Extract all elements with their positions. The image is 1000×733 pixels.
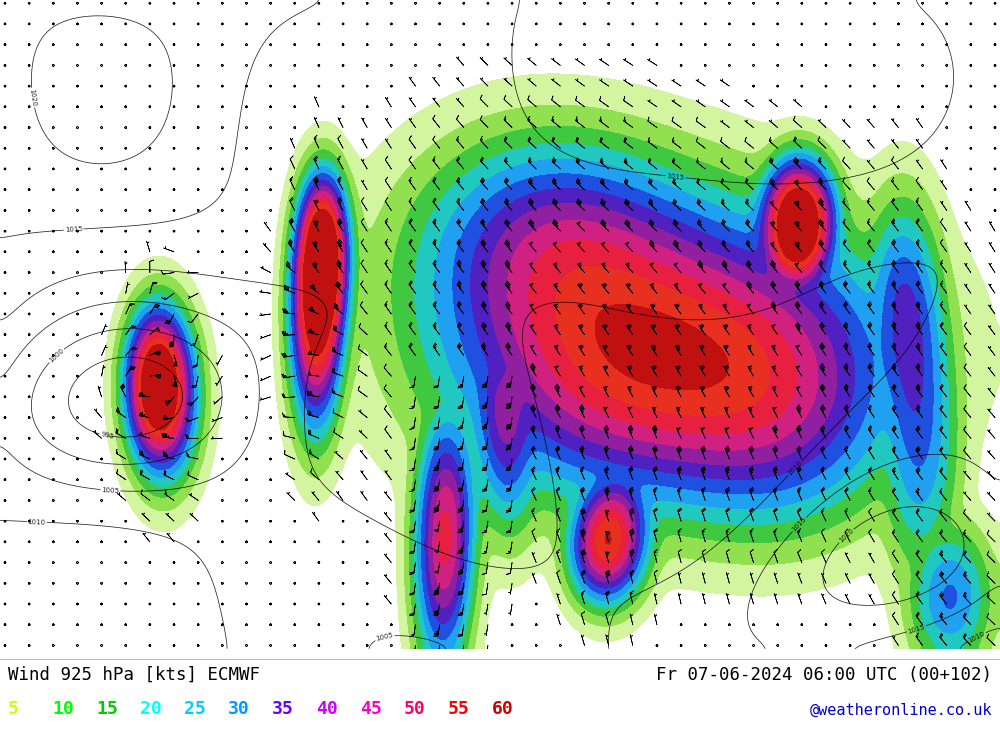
Text: 1010: 1010 bbox=[967, 630, 986, 644]
Text: 45: 45 bbox=[360, 700, 382, 718]
Text: 40: 40 bbox=[316, 700, 338, 718]
Text: 1020: 1020 bbox=[838, 527, 855, 544]
Text: @weatheronline.co.uk: @weatheronline.co.uk bbox=[810, 703, 992, 718]
Text: 1000: 1000 bbox=[48, 347, 65, 364]
Text: 25: 25 bbox=[184, 700, 206, 718]
Text: 1010: 1010 bbox=[28, 518, 46, 526]
Text: Fr 07-06-2024 06:00 UTC (00+102): Fr 07-06-2024 06:00 UTC (00+102) bbox=[656, 666, 992, 684]
Text: 5: 5 bbox=[8, 700, 19, 718]
Text: 15: 15 bbox=[96, 700, 118, 718]
Text: 35: 35 bbox=[272, 700, 294, 718]
Text: Wind 925 hPa [kts] ECMWF: Wind 925 hPa [kts] ECMWF bbox=[8, 666, 260, 684]
Text: 995: 995 bbox=[100, 431, 114, 440]
Text: 10: 10 bbox=[52, 700, 74, 718]
Text: 1015: 1015 bbox=[64, 226, 83, 233]
Text: 20: 20 bbox=[140, 700, 162, 718]
Text: 30: 30 bbox=[228, 700, 250, 718]
Text: 60: 60 bbox=[492, 700, 514, 718]
Text: 1015: 1015 bbox=[666, 173, 685, 181]
Text: 1015: 1015 bbox=[791, 516, 808, 533]
Text: 55: 55 bbox=[448, 700, 470, 718]
Text: 1015: 1015 bbox=[907, 623, 926, 635]
Text: 1010: 1010 bbox=[787, 460, 804, 476]
Text: 50: 50 bbox=[404, 700, 426, 718]
Text: 1005: 1005 bbox=[375, 632, 394, 642]
Text: 1020: 1020 bbox=[28, 89, 37, 107]
Text: 1005: 1005 bbox=[101, 487, 119, 494]
